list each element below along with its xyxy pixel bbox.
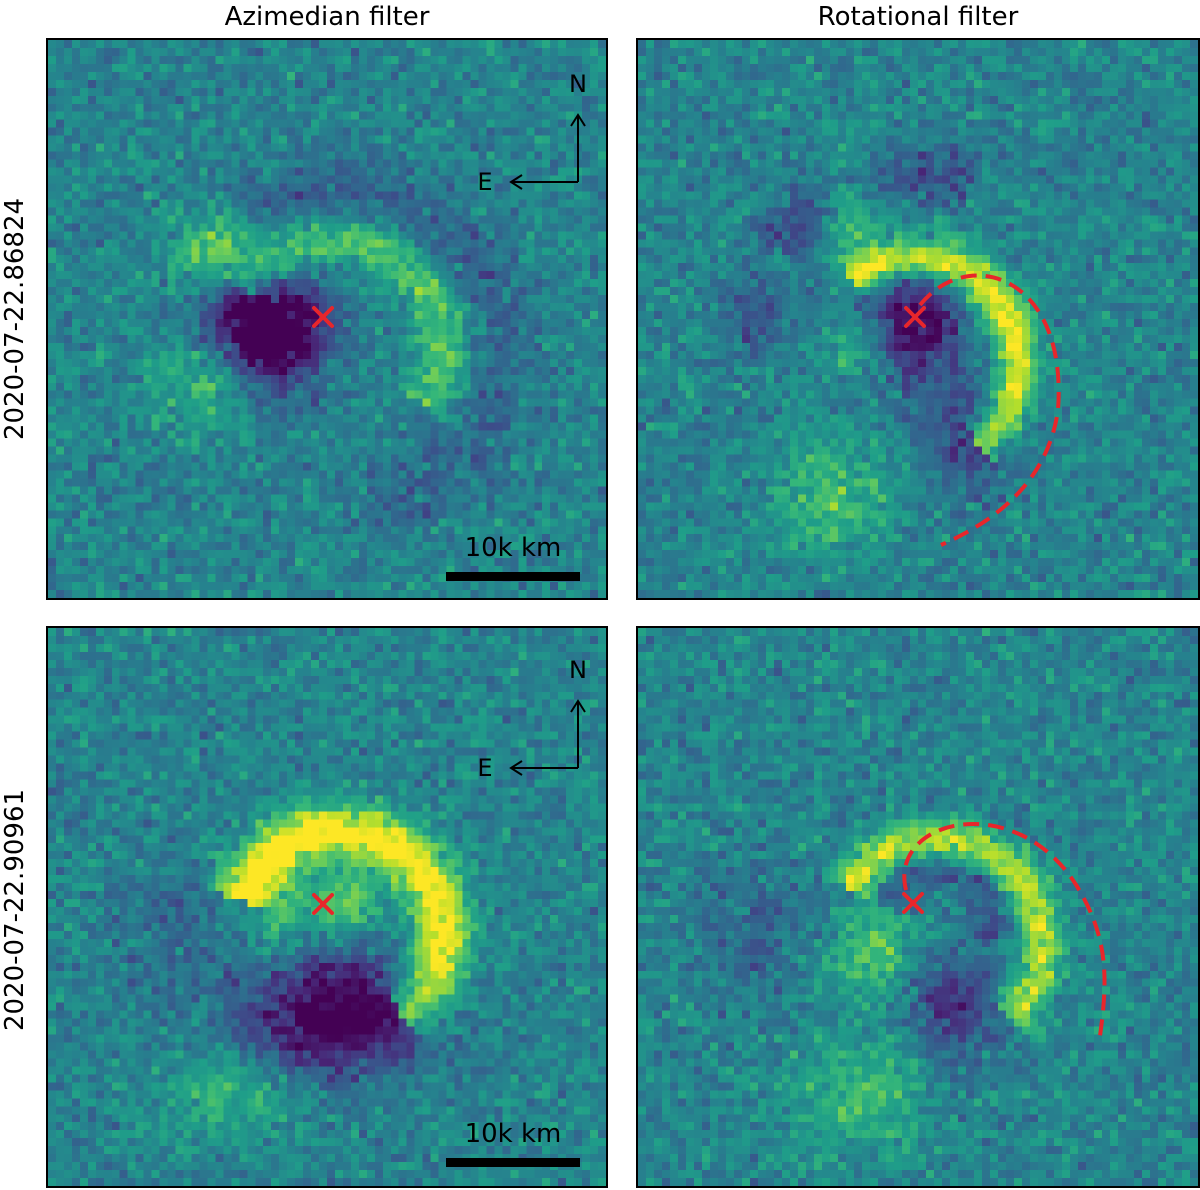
scale-bar-line bbox=[446, 572, 580, 581]
scale-bar: 10k km bbox=[446, 1119, 580, 1167]
scale-bar-label: 10k km bbox=[465, 1119, 562, 1149]
image-panel-rotational-epoch-1 bbox=[636, 38, 1200, 600]
row-label-epoch-2: 2020-07-22.90961 bbox=[0, 788, 30, 1032]
overlay-rotational-epoch-2 bbox=[902, 822, 1107, 1037]
overlay-azimedian-epoch-2: N E 10k km bbox=[312, 656, 587, 1167]
compass-east-label: E bbox=[477, 754, 492, 782]
overlay-azimedian-epoch-1: N E 10k km bbox=[312, 70, 587, 581]
overlay-rotational-epoch-1 bbox=[904, 273, 1061, 547]
compass-east-label: E bbox=[477, 168, 492, 196]
image-panel-azimedian-epoch-1: N E 10k km bbox=[46, 38, 608, 600]
image-panel-azimedian-epoch-2: N E 10k km bbox=[46, 626, 608, 1188]
compass-rose: N E bbox=[477, 656, 587, 782]
scale-bar: 10k km bbox=[446, 533, 580, 581]
dashed-arc bbox=[918, 273, 1061, 547]
column-title-azimedian: Azimedian filter bbox=[224, 2, 430, 32]
dashed-arc bbox=[902, 822, 1107, 1037]
image-panel-rotational-epoch-2 bbox=[636, 626, 1200, 1188]
scale-bar-line bbox=[446, 1158, 580, 1167]
nucleus-marker bbox=[312, 306, 334, 328]
nucleus-marker bbox=[902, 892, 924, 914]
scale-bar-label: 10k km bbox=[465, 533, 562, 563]
compass-rose: N E bbox=[477, 70, 587, 196]
compass-north-label: N bbox=[569, 70, 587, 98]
compass-north-label: N bbox=[569, 656, 587, 684]
row-label-epoch-1: 2020-07-22.86824 bbox=[0, 197, 30, 441]
nucleus-marker bbox=[904, 306, 926, 328]
column-title-rotational: Rotational filter bbox=[817, 2, 1019, 32]
nucleus-marker bbox=[312, 893, 334, 915]
